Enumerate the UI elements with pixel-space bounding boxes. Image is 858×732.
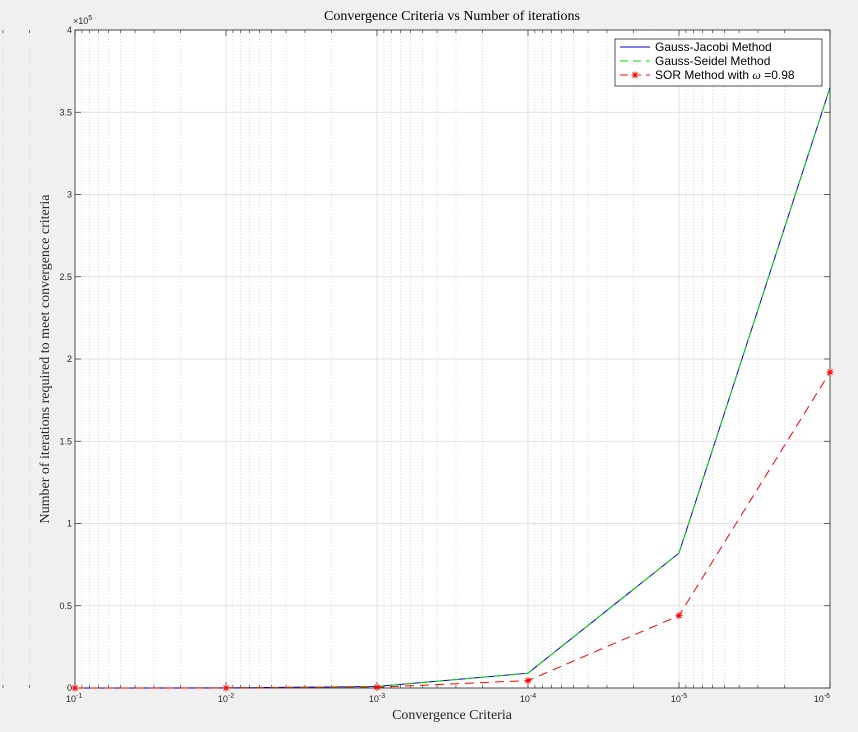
series-point-2 (524, 677, 532, 685)
marker-stroke (827, 369, 833, 376)
y-tick-label: 4 (67, 25, 72, 35)
chart-title: Convergence Criteria vs Number of iterat… (324, 9, 580, 24)
series-line-2 (74, 371, 831, 689)
y-tick-label: 1.5 (59, 436, 72, 446)
y-tick-label: 2 (67, 354, 72, 364)
legend-label-jacobi: Gauss-Jacobi Method (655, 40, 772, 54)
legend-label-sor-prefix: SOR Method with (655, 68, 752, 82)
y-tick-label: 1 (67, 519, 72, 529)
legend-label-seidel: Gauss-Seidel Method (655, 54, 770, 68)
legend-label-sor-omega: ω (752, 68, 760, 82)
y-tick-label: 3.5 (59, 107, 72, 117)
x-tick-label: 10-6 (814, 693, 830, 704)
legend-label-sor-suffix: =0.98 (761, 68, 795, 82)
y-axis-label: Number of iterations required to meet co… (38, 194, 53, 524)
y-tick-labels: 0 0.5 1 1.5 2 2.5 3 3.5 4 (59, 25, 72, 693)
series-point-2 (222, 684, 230, 692)
legend: Gauss-Jacobi Method Gauss-Seidel Method … (614, 38, 823, 87)
x-tick-label: 10-4 (520, 693, 536, 704)
x-tick-label: 10-1 (66, 693, 82, 704)
y-tick-label: 0 (67, 683, 72, 693)
marker-stroke (223, 685, 229, 691)
x-tick-label: 10-5 (671, 693, 687, 704)
y-exponent-label: ×105 (73, 15, 92, 26)
marker-stroke (72, 685, 78, 691)
y-tick-label: 3 (67, 190, 72, 200)
series-layer (71, 87, 834, 692)
legend-label-sor: SOR Method with ω =0.98 (655, 68, 795, 82)
series-point-2 (373, 683, 381, 691)
x-tick-label: 10-2 (218, 693, 234, 704)
x-tick-label: 10-3 (369, 693, 385, 704)
y-tick-label: 2.5 (59, 272, 72, 282)
legend-marker-sor (631, 71, 639, 79)
y-tick-label: 0.5 (59, 601, 72, 611)
marker-stroke (676, 612, 682, 619)
marker-stroke (525, 677, 531, 684)
series-point-2 (826, 368, 834, 376)
x-axis-label: Convergence Criteria (392, 708, 513, 723)
marker-stroke (374, 684, 380, 691)
x-tick-labels: 10-1 10-2 10-3 10-4 10-5 10-6 (66, 693, 830, 704)
plot-area-border (74, 29, 831, 689)
series-point-2 (675, 612, 683, 620)
series-point-2 (71, 684, 79, 692)
